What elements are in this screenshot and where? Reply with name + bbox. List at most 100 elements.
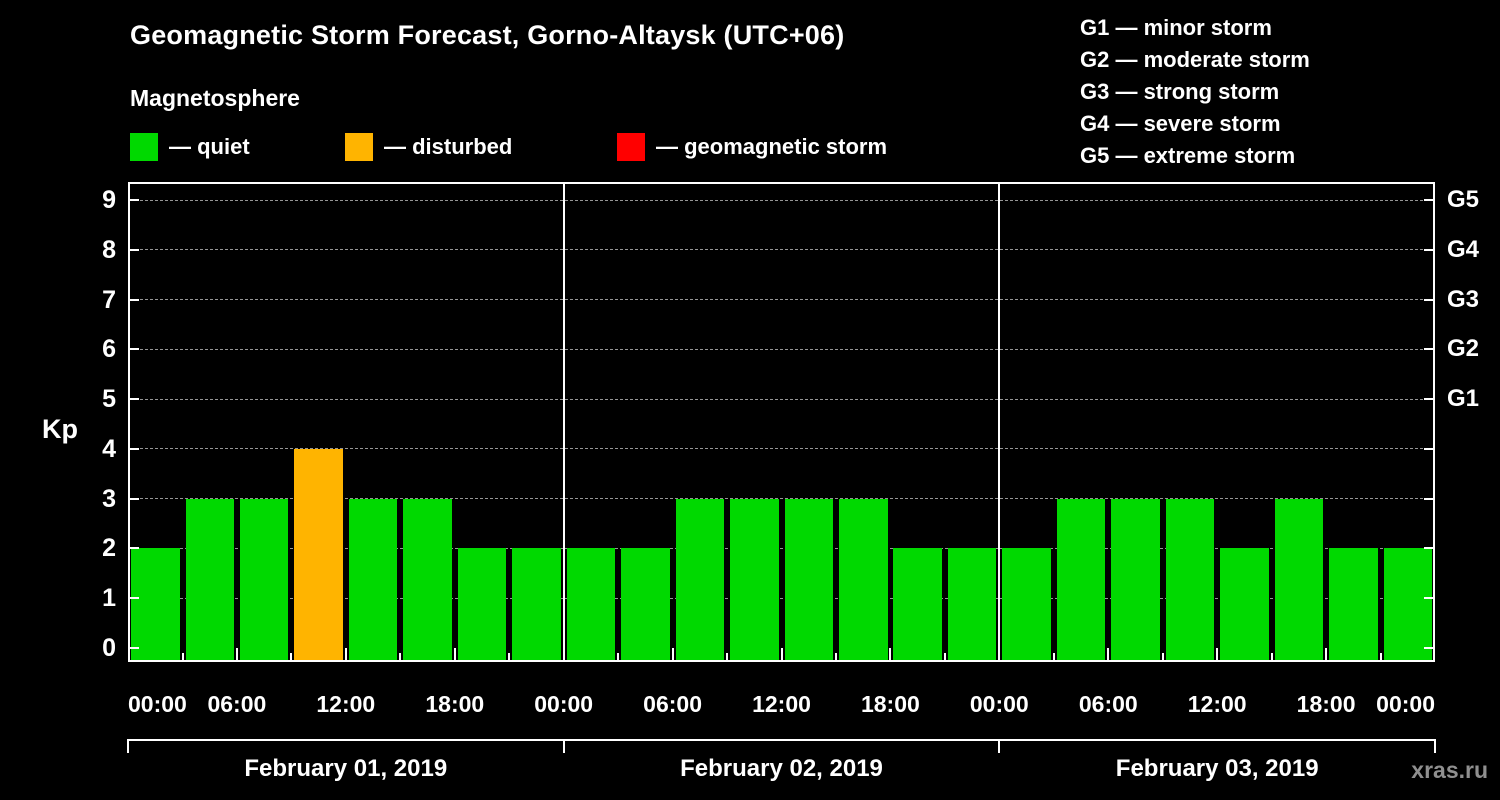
kp-bar (1002, 548, 1051, 660)
kp-bar (457, 548, 507, 660)
kp-bar (1274, 498, 1324, 660)
g-scale-item: G5 — extreme storm (1080, 143, 1296, 168)
kp-bar (185, 498, 234, 660)
kp-bar (1165, 498, 1215, 660)
y-tick-left (130, 597, 139, 600)
date-axis-line (128, 739, 1435, 741)
y-tick-left (130, 298, 139, 301)
gridline-kp-5 (130, 398, 1433, 400)
kp-bar (839, 498, 888, 660)
plot-frame-bottom (128, 660, 1435, 662)
x-tick (399, 653, 402, 660)
kp-bar (1329, 548, 1378, 660)
day-separator (998, 182, 1001, 662)
y-tick-right (1424, 248, 1433, 251)
kp-bar (1220, 548, 1269, 660)
y-tick-left (130, 199, 139, 201)
x-tick (617, 653, 620, 660)
legend-swatch-storm-icon (617, 133, 645, 161)
g-scale-item: G4 — severe storm (1080, 111, 1281, 136)
date-axis-tick (1434, 739, 1436, 753)
chart-title: Geomagnetic Storm Forecast, Gorno-Altays… (130, 20, 845, 50)
x-tick (290, 653, 293, 660)
g-level-label: G4 (1447, 235, 1480, 263)
kp-bar (348, 498, 398, 660)
g-scale-legend: G1 — minor storm G2 — moderate storm G3 — … (1080, 12, 1310, 172)
x-tick (453, 648, 456, 660)
plot-frame-top (128, 182, 1435, 184)
x-tick-label: 18:00 (425, 691, 485, 717)
y-tick-right (1424, 647, 1433, 649)
y-axis-label: Kp (42, 414, 78, 444)
y-tick-left (130, 447, 139, 450)
kp-bar (675, 498, 725, 660)
legend-swatch-quiet-icon (130, 133, 158, 161)
gridline-kp-8 (130, 249, 1433, 251)
g-level-label: G2 (1447, 335, 1480, 363)
kp-bar (730, 498, 779, 660)
gridline-kp-3 (130, 498, 1433, 500)
y-tick-right (1424, 348, 1433, 351)
x-tick (998, 648, 1001, 660)
watermark: xras.ru (1411, 757, 1488, 783)
x-tick (1379, 653, 1382, 660)
kp-bar (294, 448, 343, 660)
kp-bar (1111, 498, 1160, 660)
g-level-label: G1 (1447, 385, 1480, 413)
x-tick (889, 648, 892, 660)
y-tick-left (130, 647, 139, 649)
x-tick-label: 12:00 (752, 691, 811, 717)
chart-subtitle: Magnetosphere (130, 85, 300, 111)
x-tick (943, 653, 946, 660)
x-tick-label: 18:00 (1296, 691, 1356, 717)
x-tick (1270, 653, 1273, 660)
day-separator (562, 182, 565, 662)
x-tick (235, 648, 238, 660)
date-label: February 02, 2019 (680, 755, 883, 782)
kp-bar (239, 498, 289, 660)
y-tick-right (1424, 597, 1433, 600)
y-tick-right (1424, 398, 1433, 401)
x-tick (671, 648, 674, 660)
date-axis-tick (998, 739, 1001, 753)
gridline-kp-7 (130, 299, 1433, 300)
x-tick-label: 12:00 (316, 691, 376, 717)
y-tick-left (130, 348, 139, 351)
y-tick-label: 8 (102, 235, 116, 264)
x-tick (780, 648, 783, 660)
y-tick-right (1424, 447, 1433, 450)
kp-bar (1383, 548, 1432, 660)
legend-item-disturbed: — disturbed (345, 132, 512, 162)
x-tick (726, 653, 728, 660)
x-tick-label: 12:00 (1187, 691, 1247, 717)
x-tick (344, 648, 347, 660)
y-tick-right (1424, 298, 1433, 301)
y-tick-label: 3 (102, 484, 116, 513)
x-tick (181, 653, 184, 660)
x-tick (835, 653, 837, 660)
legend-label: — geomagnetic storm (656, 134, 888, 159)
date-label: February 01, 2019 (244, 755, 448, 782)
x-tick-label: 00:00 (534, 691, 594, 717)
y-tick-label: 6 (102, 335, 116, 364)
y-tick-right (1424, 199, 1433, 201)
kp-bar (512, 548, 561, 660)
y-tick-label: 1 (102, 584, 116, 613)
x-tick (508, 653, 511, 660)
x-tick (1161, 653, 1164, 660)
x-tick-label: 06:00 (1078, 691, 1138, 717)
plot-frame-right (1433, 182, 1435, 662)
kp-bar (566, 548, 616, 660)
y-tick-left (130, 248, 139, 251)
y-tick-right (1424, 547, 1433, 550)
y-tick-label: 7 (102, 285, 116, 314)
kp-bar (784, 498, 833, 660)
date-axis-tick (562, 739, 565, 753)
legend-item-storm: — geomagnetic storm (617, 132, 887, 162)
x-tick (562, 648, 565, 660)
x-tick (1052, 653, 1055, 660)
legend-label: — disturbed (384, 134, 513, 159)
x-tick-label: 00:00 (128, 691, 187, 717)
gridline-kp-6 (130, 348, 1433, 350)
